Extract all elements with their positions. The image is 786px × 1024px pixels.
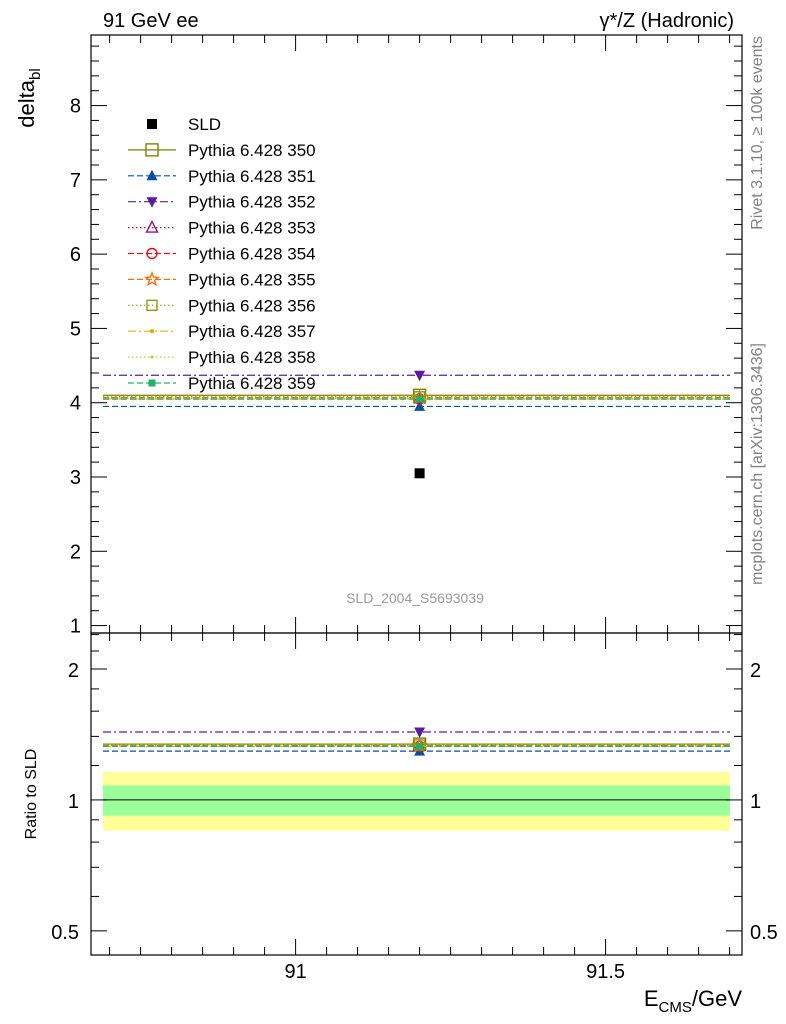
legend-label: Pythia 6.428 356 xyxy=(188,296,316,315)
x-axis-label: ECMS/GeV xyxy=(644,986,742,1016)
y-tick-label: 3 xyxy=(70,467,81,489)
ratio-y-tick-label: 2 xyxy=(68,660,79,682)
y-tick-label: 6 xyxy=(70,244,81,266)
ratio-y-tick-label: 1 xyxy=(68,791,79,813)
series-marker xyxy=(416,395,424,403)
uncertainty-band-inner xyxy=(103,785,730,816)
ratio-y-tick-label-right: 2 xyxy=(750,660,761,682)
legend-marker xyxy=(146,169,158,181)
legend-marker xyxy=(149,329,155,334)
ratio-y-tick-label: 0.5 xyxy=(51,922,79,944)
ratio-frame xyxy=(90,632,743,956)
ratio-marker xyxy=(416,742,424,750)
x-tick-label: 91 xyxy=(284,961,306,983)
legend-label: Pythia 6.428 355 xyxy=(188,270,316,289)
main-panel: 1 2 3 4 5 6 7 8 xyxy=(70,34,743,638)
legend: SLD Pythia 6.428 350 Pythia 6.428 351 Pythi… xyxy=(128,115,316,393)
legend-label: Pythia 6.428 354 xyxy=(188,245,316,264)
legend-label: Pythia 6.428 352 xyxy=(188,193,316,212)
ratio-y-tick-label-right: 0.5 xyxy=(750,922,778,944)
legend-label: Pythia 6.428 358 xyxy=(188,348,316,367)
legend-marker xyxy=(148,379,156,387)
y-tick-label: 8 xyxy=(70,96,81,118)
legend-marker xyxy=(146,247,158,260)
y-tick-label: 5 xyxy=(70,318,81,340)
legend-marker xyxy=(146,197,158,208)
legend-marker xyxy=(147,119,157,129)
legend-marker xyxy=(145,220,159,233)
y-axis-label-main: deltabl xyxy=(14,68,44,127)
x-tick-label: 91.5 xyxy=(586,961,625,983)
y-tick-label: 4 xyxy=(70,393,81,415)
data-point xyxy=(414,468,425,479)
header-left: 91 GeV ee xyxy=(103,10,199,32)
legend-label: Pythia 6.428 357 xyxy=(188,322,316,341)
ratio-marker xyxy=(413,739,426,751)
legend-marker xyxy=(143,270,161,287)
y-tick-label: 7 xyxy=(70,170,81,192)
analysis-watermark: SLD_2004_S5693039 xyxy=(346,590,484,606)
mcplots-label: mcplots.cern.ch [arXiv:1306.3436] xyxy=(749,343,766,585)
y-tick-label: 1 xyxy=(70,616,81,638)
series-marker xyxy=(414,370,426,382)
rivet-label: Rivet 3.1.10, ≥ 100k events xyxy=(749,36,766,230)
header-right: γ*/Z (Hadronic) xyxy=(600,10,734,32)
legend-marker xyxy=(146,299,158,311)
legend-label: Pythia 6.428 353 xyxy=(188,219,316,238)
ratio-marker xyxy=(414,727,426,738)
legend-label: Pythia 6.428 350 xyxy=(188,141,316,160)
legend-label: Pythia 6.428 359 xyxy=(188,374,316,393)
legend-marker xyxy=(150,355,154,359)
ratio-y-tick-label-right: 1 xyxy=(750,791,761,813)
series-marker xyxy=(414,400,426,411)
y-axis-label-ratio: Ratio to SLD xyxy=(23,749,40,840)
legend-label: SLD xyxy=(188,115,221,134)
legend-marker xyxy=(145,143,159,157)
y-tick-label: 2 xyxy=(70,541,81,563)
ratio-panel: 0.5 0.5 1 1 2 2 91 91.5 xyxy=(51,632,778,983)
legend-label: Pythia 6.428 351 xyxy=(188,167,316,186)
